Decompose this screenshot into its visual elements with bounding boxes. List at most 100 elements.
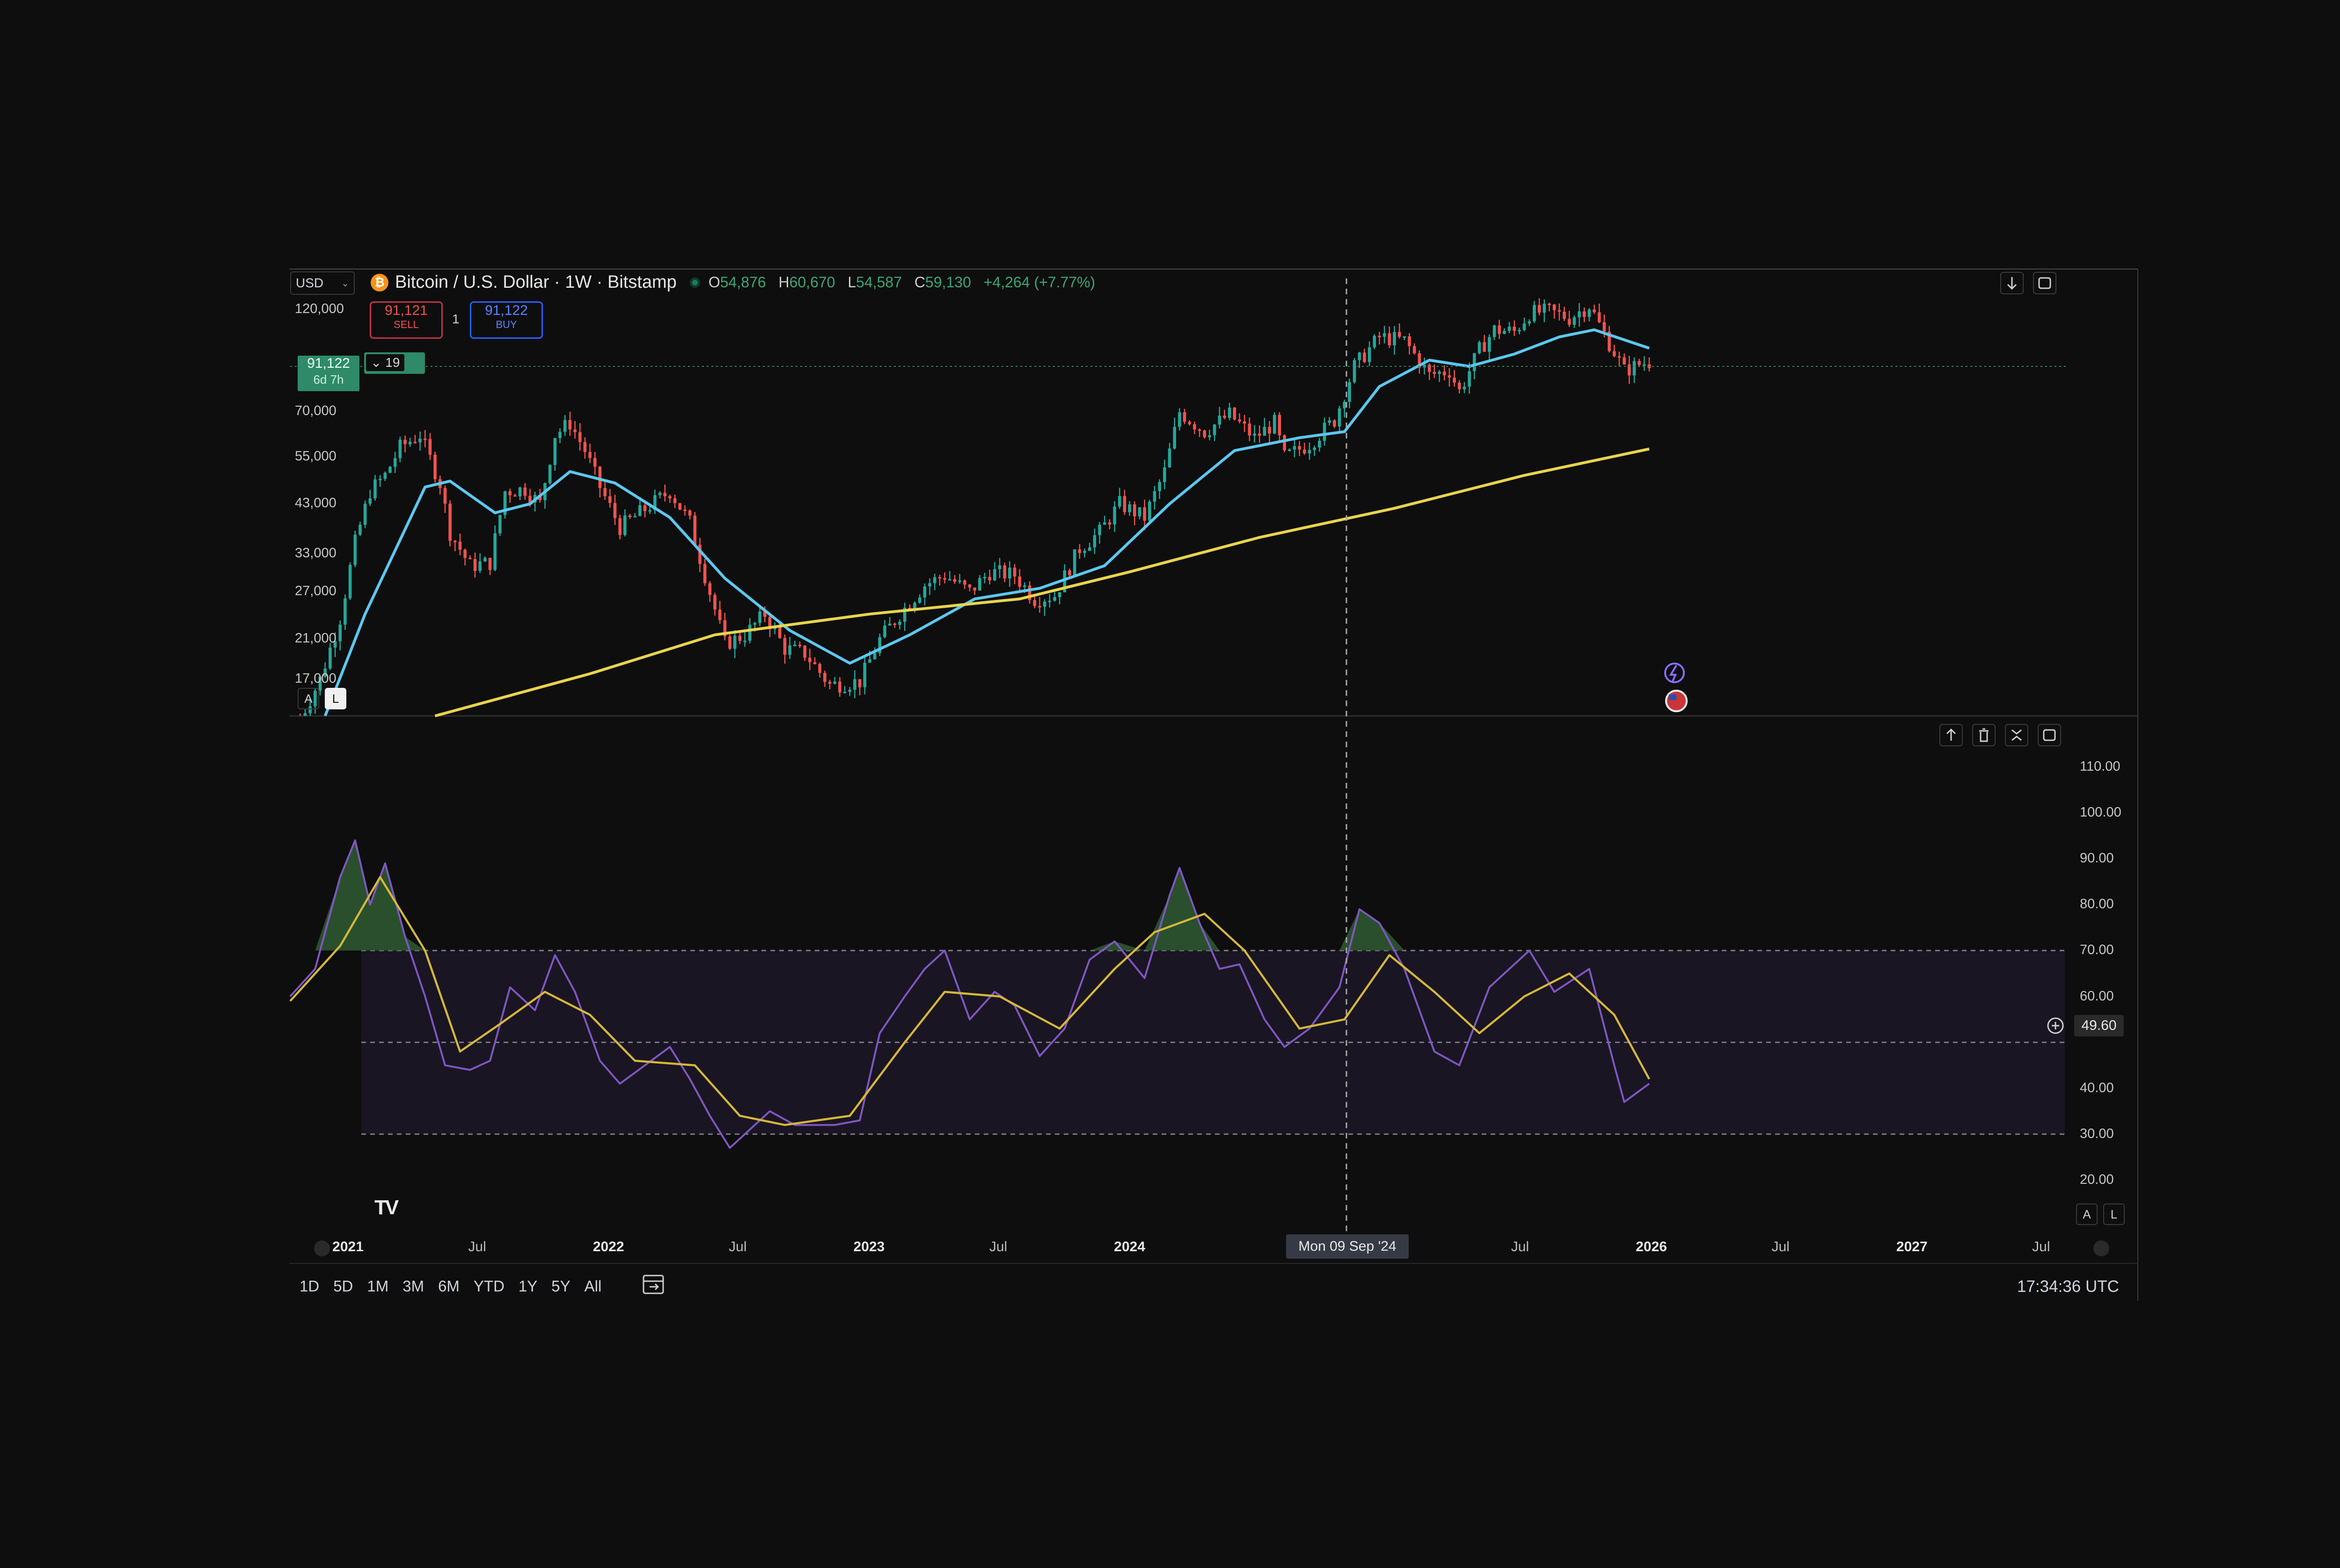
candle <box>1038 597 1041 613</box>
candle <box>1318 438 1321 452</box>
candle <box>638 500 642 517</box>
candle <box>308 698 312 716</box>
ohlc-values: O54,876 H60,670 L54,587 C59,130 +4,264 (… <box>708 274 1096 291</box>
rsi-add-icon[interactable] <box>2047 1017 2064 1034</box>
candle <box>1412 343 1416 355</box>
pane-buttons[interactable] <box>1939 272 2061 746</box>
candle <box>1198 428 1201 437</box>
candle <box>338 620 342 650</box>
candle <box>588 443 592 463</box>
candle <box>333 632 337 657</box>
event-icons[interactable] <box>1664 663 1688 712</box>
candle <box>1108 519 1112 530</box>
candle <box>578 423 582 451</box>
candle <box>523 483 527 500</box>
candle <box>503 490 507 518</box>
candle <box>1113 501 1116 532</box>
candle <box>553 438 557 471</box>
candle <box>1632 357 1636 383</box>
price-log-scale-button[interactable]: L <box>325 688 346 709</box>
candle <box>783 634 787 664</box>
candle <box>1218 407 1221 429</box>
candle <box>1188 420 1192 426</box>
candle <box>1133 501 1136 525</box>
candle <box>1033 595 1037 608</box>
candle <box>1582 307 1586 322</box>
timeframe-button-5d[interactable]: 5D <box>333 1277 353 1295</box>
buy-label: BUY <box>496 319 517 330</box>
sell-label: SELL <box>394 319 419 330</box>
candle <box>1018 569 1022 592</box>
candle <box>1253 425 1256 443</box>
candle <box>1462 382 1466 394</box>
candle <box>678 503 682 511</box>
candle <box>1293 438 1296 458</box>
candle <box>1158 479 1162 499</box>
timeframe-button-1m[interactable]: 1M <box>367 1277 389 1295</box>
rsi-auto-scale-button[interactable]: A <box>2076 1203 2098 1225</box>
price-pane-frame <box>289 269 2138 1301</box>
timeframe-button-5y[interactable]: 5Y <box>551 1277 570 1295</box>
axis-corner-icons[interactable] <box>314 1240 2109 1256</box>
timeframe-button-ytd[interactable]: YTD <box>473 1277 505 1295</box>
candle <box>623 509 627 537</box>
candle <box>363 500 367 528</box>
candle <box>933 574 936 591</box>
ohlc-low: 54,587 <box>856 274 902 291</box>
time-axis-label: Jul <box>989 1239 1008 1254</box>
candle <box>1647 357 1651 372</box>
us-flag-event-icon <box>1665 690 1688 712</box>
candle <box>1442 365 1446 381</box>
bars-count-chip[interactable]: ⌄ 19 <box>366 354 405 371</box>
candle <box>1348 378 1351 408</box>
rsi-overbought-fill <box>290 840 1650 951</box>
candle <box>1008 561 1011 587</box>
timeframe-button-all[interactable]: All <box>584 1277 602 1295</box>
candle <box>768 613 772 637</box>
goto-date-icon[interactable] <box>643 1275 664 1294</box>
price-axis-label: 27,000 <box>295 583 336 598</box>
candle <box>1073 549 1076 576</box>
candle <box>1397 323 1401 339</box>
timeframe-button-1d[interactable]: 1D <box>300 1277 320 1295</box>
candle <box>1238 413 1241 423</box>
candle <box>718 601 722 624</box>
timeframe-button-3m[interactable]: 3M <box>402 1277 424 1295</box>
candle <box>743 632 746 647</box>
candle <box>1233 407 1236 421</box>
slow-moving-average-line <box>434 447 1650 717</box>
time-axis-label: Jul <box>1511 1239 1529 1254</box>
price-auto-scale-button[interactable]: A <box>298 688 319 709</box>
timeframe-button-1y[interactable]: 1Y <box>518 1277 538 1295</box>
order-quantity[interactable]: 1 <box>452 312 460 326</box>
candle <box>1313 445 1316 456</box>
rsi-axis-label: 70.00 <box>2080 942 2114 958</box>
buy-button[interactable]: 91,122 BUY <box>470 301 543 339</box>
candle <box>828 679 832 690</box>
candle <box>1483 335 1486 352</box>
timeframe-button-6m[interactable]: 6M <box>438 1277 460 1295</box>
candle <box>953 575 957 584</box>
time-axis-label: 2024 <box>1114 1239 1146 1254</box>
candle <box>998 558 1002 578</box>
candle <box>1138 507 1141 519</box>
rsi-axis-label: 20.00 <box>2080 1172 2114 1187</box>
clock-readout: 17:34:36 UTC <box>2017 1277 2119 1296</box>
candle <box>1522 317 1526 332</box>
candle <box>368 489 372 506</box>
candle <box>993 562 996 581</box>
candle <box>958 574 961 584</box>
candle <box>918 594 921 604</box>
symbol-header[interactable]: ₿ Bitcoin / U.S. Dollar · 1W · Bitstamp … <box>371 272 1104 292</box>
candle <box>728 634 731 650</box>
currency-select[interactable]: USD ⌄ <box>290 271 355 295</box>
candle <box>443 485 447 513</box>
candle <box>1193 421 1196 434</box>
sell-button[interactable]: 91,121 SELL <box>370 301 443 339</box>
candle <box>888 617 892 626</box>
candle <box>423 430 427 447</box>
candle <box>418 431 422 451</box>
candle <box>478 553 482 573</box>
rsi-log-scale-button[interactable]: L <box>2103 1203 2125 1225</box>
